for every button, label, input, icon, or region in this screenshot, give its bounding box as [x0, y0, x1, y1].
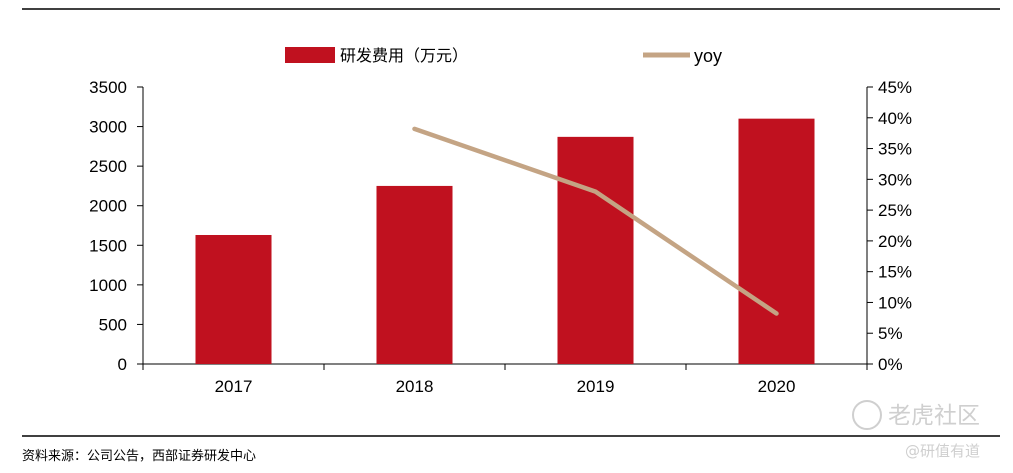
bar	[557, 136, 634, 364]
watermark-handle: @研值有道	[905, 442, 981, 460]
left-tick-label: 500	[99, 315, 127, 334]
left-tick-label: 3000	[89, 118, 127, 137]
bar	[195, 234, 272, 364]
legend-swatch-rd	[285, 47, 335, 63]
right-tick-label: 5%	[878, 324, 903, 343]
left-tick-label: 0	[118, 355, 127, 374]
right-tick-label: 40%	[878, 109, 912, 128]
right-tick-label: 20%	[878, 232, 912, 251]
right-tick-label: 25%	[878, 201, 912, 220]
right-tick-label: 10%	[878, 293, 912, 312]
left-axis: 0 500 1000 1500 2000 2500 3000 3500	[89, 78, 144, 374]
yoy-series	[412, 126, 779, 316]
left-tick-label: 3500	[89, 78, 127, 97]
x-tick-label: 2020	[758, 377, 796, 396]
right-tick-label: 15%	[878, 263, 912, 282]
x-tick-label: 2017	[215, 377, 253, 396]
left-tick-label: 1500	[89, 236, 127, 255]
legend-label-yoy: yoy	[694, 46, 722, 66]
legend: 研发费用（万元） yoy	[285, 46, 722, 66]
watermark: 老虎社区	[852, 396, 980, 432]
left-tick-label: 2500	[89, 157, 127, 176]
right-tick-label: 35%	[878, 140, 912, 159]
watermark-logo-icon	[852, 399, 882, 430]
right-tick-label: 0%	[878, 355, 903, 374]
bar	[738, 118, 815, 365]
bar-series	[195, 118, 815, 365]
right-tick-label: 30%	[878, 170, 912, 189]
left-tick-label: 2000	[89, 197, 127, 216]
source-note: 资料来源：公司公告，西部证券研发中心	[22, 449, 257, 464]
x-axis: 2017 2018 2019 2020	[142, 363, 868, 396]
x-tick-label: 2018	[396, 377, 434, 396]
bar	[376, 185, 453, 364]
left-tick-label: 1000	[89, 276, 127, 295]
right-tick-label: 45%	[878, 78, 912, 97]
watermark-text: 老虎社区	[888, 403, 980, 429]
x-tick-label: 2019	[577, 377, 615, 396]
right-axis: 0% 5% 10% 15% 20% 25% 30% 35% 40% 45%	[866, 78, 912, 374]
legend-label-rd: 研发费用（万元）	[340, 46, 468, 65]
